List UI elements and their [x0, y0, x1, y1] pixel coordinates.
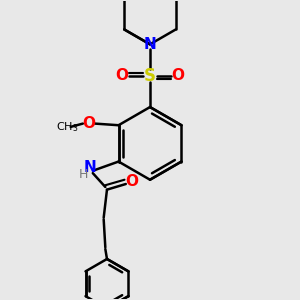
Text: CH$_3$: CH$_3$ — [56, 120, 79, 134]
Text: O: O — [82, 116, 95, 131]
Text: N: N — [144, 37, 156, 52]
Text: O: O — [116, 68, 128, 83]
Text: O: O — [172, 68, 184, 83]
Text: N: N — [84, 160, 97, 175]
Text: S: S — [144, 67, 156, 85]
Text: H: H — [79, 168, 88, 181]
Text: O: O — [125, 174, 138, 189]
